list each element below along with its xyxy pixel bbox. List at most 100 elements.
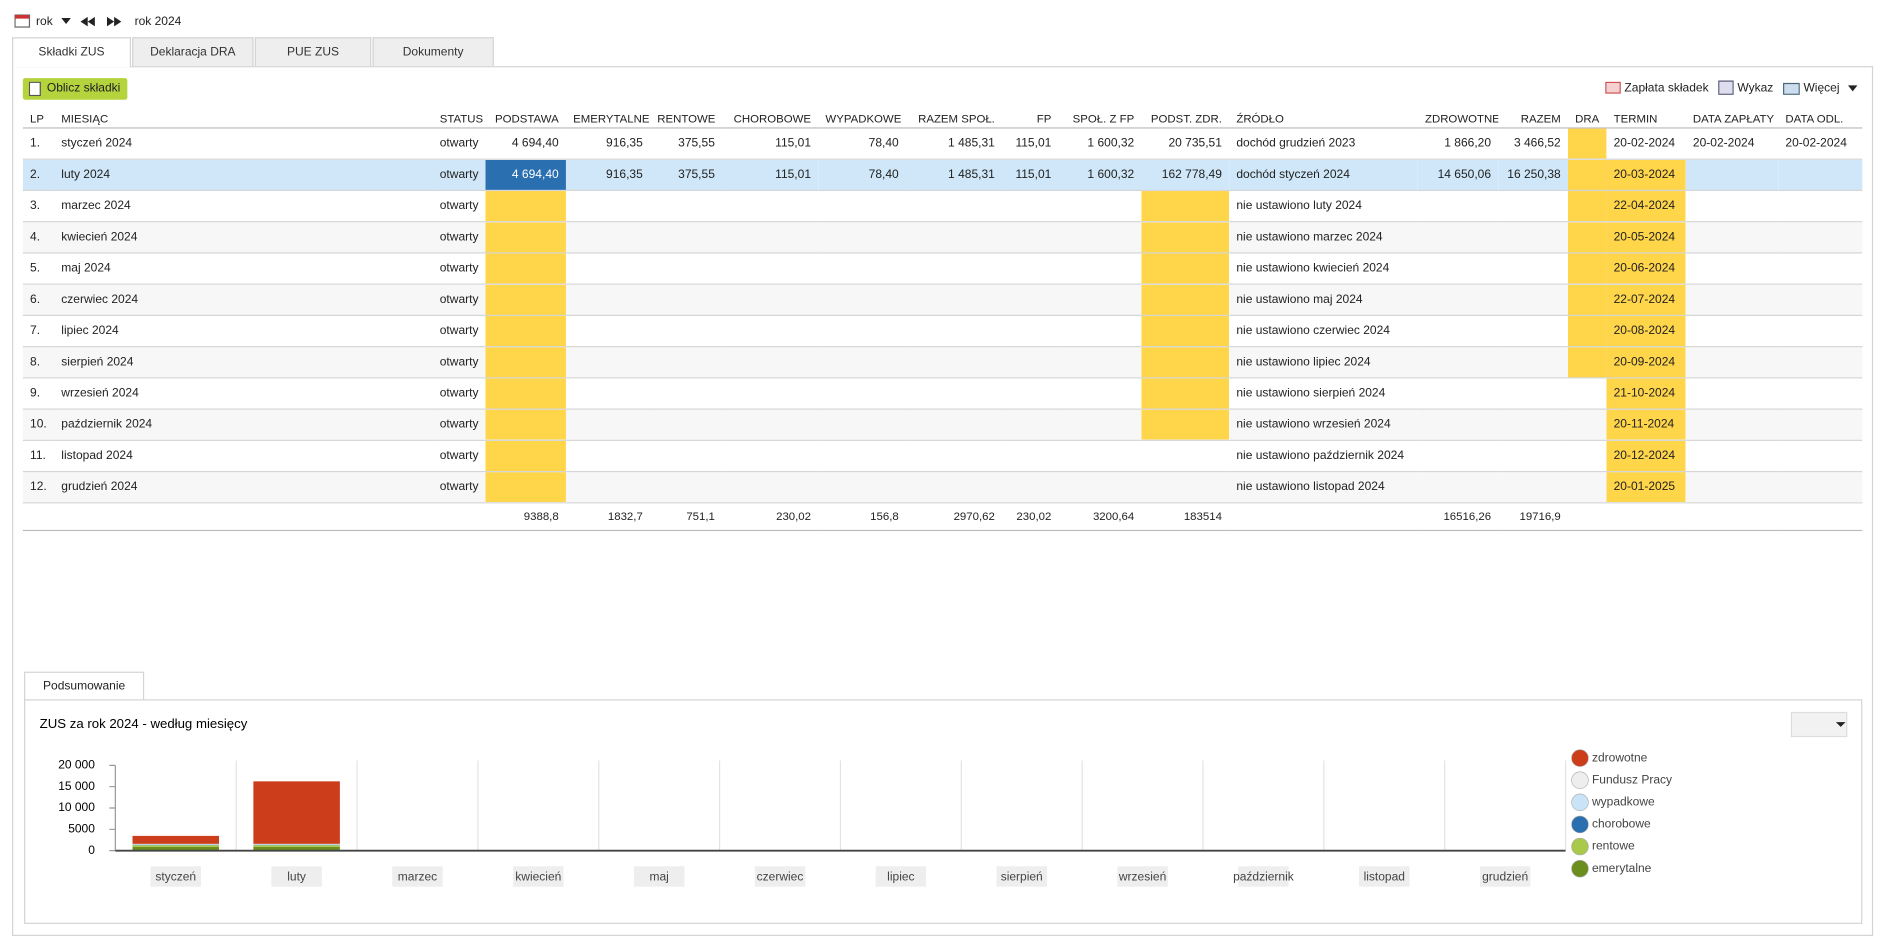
table-cell (1417, 440, 1499, 473)
x-tick-label: luty (287, 869, 306, 883)
table-cell (1417, 221, 1499, 254)
totals-row: 9388,8 1832,7 751,1 230,02 156,8 2970,62 230,0… (22, 502, 1863, 532)
column-header: MIESIĄC (54, 110, 433, 129)
table-cell: nie ustawiono marzec 2024 (1229, 221, 1418, 254)
chart-settings[interactable] (1790, 711, 1848, 738)
y-tick-label: 20 000 (58, 758, 95, 772)
more-arrow[interactable] (1847, 85, 1858, 92)
table-cell (1141, 346, 1230, 379)
table-row[interactable]: 12. grudzień 2024 otwarty nie ustawiono lis… (22, 471, 1863, 504)
total-cell: 19716,9 (1498, 502, 1568, 532)
table-cell: 5. (22, 252, 55, 285)
column-header: DRA (1567, 110, 1607, 129)
total-cell: 9388,8 (485, 502, 566, 532)
table-row[interactable]: 3. marzec 2024 otwarty nie ustawiono luty 2… (22, 190, 1863, 223)
tab[interactable]: Składki ZUS (12, 37, 131, 68)
table-cell (1778, 315, 1863, 348)
tab[interactable]: Deklaracja DRA (132, 37, 254, 67)
table-cell (1685, 159, 1779, 192)
table-cell: dochód styczeń 2024 (1229, 159, 1418, 192)
more-action[interactable]: Więcej (1803, 81, 1840, 95)
table-row[interactable]: 7. lipiec 2024 otwarty nie ustawiono czerwi… (22, 315, 1863, 348)
x-label-box (633, 866, 685, 887)
table-cell (905, 346, 1003, 379)
dropdown-arrow[interactable] (61, 18, 71, 25)
table-cell (1417, 315, 1499, 348)
table-row[interactable]: 2. luty 2024 otwarty 4 694,40 916,35 375,55 11… (22, 159, 1863, 192)
table-cell (650, 221, 723, 254)
table-cell (650, 377, 723, 410)
table-cell: 20-08-2024 (1606, 315, 1686, 348)
table-cell: 1 866,20 (1417, 127, 1499, 160)
payment-icon (1605, 81, 1621, 94)
total-cell: 751,1 (650, 502, 723, 532)
legend-marker (1571, 771, 1589, 789)
table-cell (1778, 409, 1863, 441)
table-cell (1567, 284, 1607, 316)
calculate-button[interactable]: Oblicz składki (22, 78, 128, 100)
table-cell: kwiecień 2024 (54, 221, 433, 254)
x-label-box (754, 866, 806, 887)
table-cell (1417, 409, 1499, 441)
table-cell (650, 409, 723, 441)
table-cell (818, 190, 906, 223)
table-cell: 9. (22, 377, 55, 410)
table-cell: nie ustawiono sierpień 2024 (1229, 377, 1418, 410)
table-row[interactable]: 8. sierpień 2024 otwarty nie ustawiono lipi… (22, 346, 1863, 379)
legend-label: zdrowotne (1592, 750, 1648, 764)
bar-segment (132, 846, 220, 851)
table-cell: 375,55 (650, 159, 723, 192)
table-row[interactable]: 6. czerwiec 2024 otwarty nie ustawiono maj … (22, 284, 1863, 316)
column-header: STATUS (432, 110, 486, 129)
table-cell: 20-02-2024 (1778, 127, 1863, 160)
tab[interactable]: PUE ZUS (254, 37, 372, 67)
table-row[interactable]: 11. listopad 2024 otwarty nie ustawiono paź… (22, 440, 1863, 473)
table-cell (905, 252, 1003, 285)
table-cell: 115,01 (1002, 159, 1059, 192)
tab[interactable]: Dokumenty (372, 37, 494, 67)
table-cell (1002, 252, 1059, 285)
list-action[interactable]: Wykaz (1737, 81, 1774, 95)
table-cell (722, 190, 819, 223)
y-tick-label: 5000 (68, 822, 95, 836)
chart: ZUS za rok 2024 - według miesięcy 0 5000 1… (40, 711, 1848, 887)
table-row[interactable]: 9. wrzesień 2024 otwarty nie ustawiono sier… (22, 377, 1863, 410)
bar-segment (253, 845, 340, 847)
bar-segment (132, 835, 220, 844)
column-header: PODST. ZDR. (1141, 110, 1230, 129)
table-cell (1417, 190, 1499, 223)
next-button[interactable] (106, 16, 122, 27)
prev-button[interactable] (80, 16, 95, 27)
legend-marker (1571, 793, 1589, 812)
table-row[interactable]: 1. styczeń 2024 otwarty 4 694,40 916,35 375,5… (22, 127, 1863, 160)
table-cell (722, 346, 819, 379)
table-cell: 375,55 (650, 127, 723, 160)
table-cell (1685, 252, 1779, 285)
summary-tab[interactable]: Podsumowanie (24, 671, 145, 701)
table-cell (485, 190, 566, 223)
table-cell (1567, 221, 1607, 254)
table-cell: 20-03-2024 (1606, 159, 1686, 192)
column-header: LP (22, 110, 55, 129)
table-cell: 20-02-2024 (1685, 127, 1779, 160)
table-cell: otwarty (432, 471, 486, 504)
total-cell: 230,02 (1002, 502, 1059, 532)
table-cell (1002, 346, 1059, 379)
table-row[interactable]: 5. maj 2024 otwarty nie ustawiono kwiecień … (22, 252, 1863, 285)
period-select[interactable]: rok (36, 15, 53, 29)
table-cell (1058, 252, 1142, 285)
table-cell (565, 440, 651, 473)
contributions-table: LP MIESIĄC STATUS PODSTAWA EMERYTALNE RENTOWE… (22, 110, 1863, 532)
y-tick-label: 10 000 (58, 800, 95, 814)
table-row[interactable]: 4. kwiecień 2024 otwarty nie ustawiono marz… (22, 221, 1863, 254)
table-cell (1002, 315, 1059, 348)
column-header: ŹRÓDŁO (1229, 110, 1418, 129)
table-cell (1141, 190, 1230, 223)
total-cell (1778, 502, 1863, 532)
payment-action[interactable]: Zapłata składek (1624, 81, 1709, 95)
table-cell (1685, 221, 1779, 254)
legend-marker (1571, 859, 1589, 878)
table-cell: 916,35 (565, 127, 651, 160)
bar-segment (253, 781, 340, 844)
table-row[interactable]: 10. październik 2024 otwarty nie ustawiono … (22, 409, 1863, 441)
